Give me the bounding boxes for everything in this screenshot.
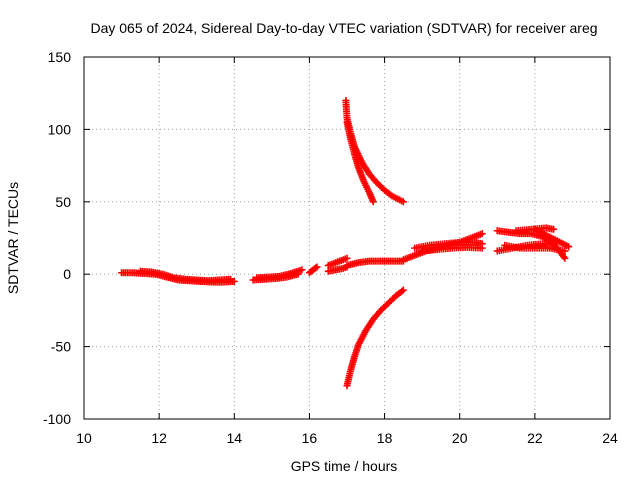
- data-point-track-negative: [398, 287, 406, 295]
- y-tick-label: -100: [43, 411, 71, 427]
- data-points: [118, 96, 573, 390]
- y-tick-label: 0: [63, 266, 71, 282]
- x-tick-label: 16: [302, 430, 318, 446]
- chart-title: Day 065 of 2024, Sidereal Day-to-day VTE…: [90, 20, 597, 36]
- x-tick-label: 22: [527, 430, 543, 446]
- data-point-track-low-6: [343, 254, 351, 262]
- y-tick-label: 50: [55, 194, 71, 210]
- x-tick-label: 24: [602, 430, 618, 446]
- y-axis-label: SDTVAR / TECUs: [5, 182, 21, 294]
- x-tick-label: 10: [76, 430, 92, 446]
- data-point-track-night-5: [565, 243, 573, 251]
- data-point-track-high-2: [369, 198, 377, 206]
- x-tick-label: 12: [151, 430, 167, 446]
- data-point-track-evening-3: [478, 244, 486, 252]
- axes: 10 12 14 16 18 20 22 24 -100 -50 0 50 100 150: [43, 49, 618, 446]
- x-tick-label: 14: [226, 430, 242, 446]
- y-tick-label: 150: [48, 49, 72, 65]
- data-point-track-low-5: [313, 263, 321, 271]
- data-point-track-low-5: [312, 264, 320, 272]
- data-point-track-low-1: [230, 277, 238, 285]
- data-point-track-night-3: [561, 247, 569, 255]
- x-tick-label: 18: [377, 430, 393, 446]
- plot-frame: [83, 56, 611, 420]
- data-point-track-negative: [399, 286, 407, 294]
- y-tick-label: 100: [48, 121, 72, 137]
- data-point-track-evening-1: [478, 230, 486, 238]
- y-tick-label: -50: [51, 339, 71, 355]
- data-point-track-night-4: [550, 225, 558, 233]
- data-point-track-high-1: [399, 198, 407, 206]
- data-point-track-low-4: [298, 266, 306, 274]
- x-tick-label: 20: [452, 430, 468, 446]
- x-axis-label: GPS time / hours: [291, 458, 398, 474]
- data-point-track-low-2: [227, 275, 235, 283]
- data-point-track-night-1: [561, 254, 569, 262]
